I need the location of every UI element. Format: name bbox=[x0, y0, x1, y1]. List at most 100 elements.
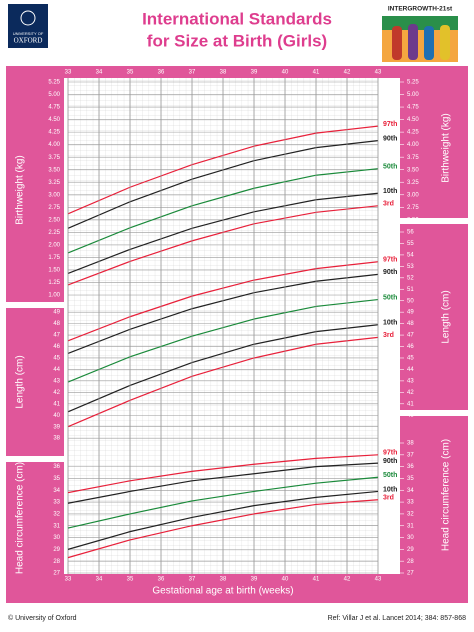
series-label: 10th bbox=[383, 320, 397, 327]
percentile-line bbox=[67, 490, 379, 550]
x-tick-label: 43 bbox=[375, 577, 382, 583]
y2-tick-label: 3.50 bbox=[407, 167, 419, 173]
y2-tick-label: 36 bbox=[407, 464, 414, 470]
series-label: 90th bbox=[383, 458, 397, 465]
y-tick-label: 3.75 bbox=[48, 155, 60, 161]
series-label: 97th bbox=[383, 450, 397, 457]
series-label: 10th bbox=[383, 486, 397, 493]
y-tick-label: 48 bbox=[53, 321, 60, 327]
separator bbox=[400, 410, 468, 416]
y-tick-label: 49 bbox=[53, 310, 60, 316]
y2-tick-label: 28 bbox=[407, 559, 414, 565]
y2-tick-label: 4.75 bbox=[407, 105, 419, 111]
y2-tick-label: 3.00 bbox=[407, 192, 419, 198]
y-tick-label: 43 bbox=[53, 378, 60, 384]
percentile-line bbox=[67, 499, 379, 559]
separator bbox=[6, 456, 64, 462]
brand-figure bbox=[408, 24, 418, 60]
y2-tick-label: 34 bbox=[407, 488, 414, 494]
x-tick-label: 35 bbox=[127, 70, 134, 76]
y-axis-title: Head circumference (cm) bbox=[15, 462, 26, 574]
x-tick-label: 37 bbox=[189, 577, 196, 583]
y-tick-label: 32 bbox=[53, 511, 60, 517]
y-tick-label: 35 bbox=[53, 476, 60, 482]
y2-tick-label: 27 bbox=[407, 571, 414, 577]
y-tick-label: 39 bbox=[53, 424, 60, 430]
x-tick-label: 34 bbox=[96, 577, 103, 583]
series-label: 50th bbox=[383, 164, 397, 171]
y-tick-label: 2.00 bbox=[48, 242, 60, 248]
y-tick-label: 4.25 bbox=[48, 130, 60, 136]
y2-tick-label: 53 bbox=[407, 264, 414, 270]
y-axis-title: Length (cm) bbox=[15, 355, 26, 408]
y2-tick-label: 2.50 bbox=[407, 217, 419, 223]
y2-axis-title: Length (cm) bbox=[441, 290, 452, 343]
series-label: 97th bbox=[383, 257, 397, 264]
y2-tick-label: 56 bbox=[407, 230, 414, 236]
separator bbox=[400, 218, 468, 224]
y-tick-label: 1.75 bbox=[48, 255, 60, 261]
y-tick-label: 30 bbox=[53, 535, 60, 541]
y2-tick-label: 4.25 bbox=[407, 130, 419, 136]
y-tick-label: 46 bbox=[53, 344, 60, 350]
y2-tick-label: 55 bbox=[407, 241, 414, 247]
y-tick-label: 45 bbox=[53, 356, 60, 362]
x-tick-label: 33 bbox=[65, 70, 72, 76]
series-label: 10th bbox=[383, 188, 397, 195]
y2-tick-label: 31 bbox=[407, 523, 414, 529]
percentile-line bbox=[67, 454, 379, 494]
x-tick-label: 35 bbox=[127, 577, 134, 583]
y2-tick-label: 4.50 bbox=[407, 117, 419, 123]
y-tick-label: 4.50 bbox=[48, 117, 60, 123]
y2-tick-label: 44 bbox=[407, 367, 414, 373]
y-axis-title: Birthweight (kg) bbox=[15, 155, 26, 224]
y2-tick-label: 51 bbox=[407, 287, 414, 293]
series-label: 3rd bbox=[383, 201, 394, 208]
brand: INTERGROWTH-21st bbox=[388, 6, 453, 13]
y-tick-label: 31 bbox=[53, 523, 60, 529]
charts: 1.00 1.25 1.50 1.75 2.00 2.25 2.50 2.75 3.00 3.25… bbox=[15, 70, 452, 597]
x-axis-title: Gestational age at birth (weeks) bbox=[152, 586, 293, 597]
y2-tick-label: 45 bbox=[407, 356, 414, 362]
y-tick-label: 5.00 bbox=[48, 92, 60, 98]
y2-tick-label: 32 bbox=[407, 511, 414, 517]
y2-tick-label: 37 bbox=[407, 452, 414, 458]
x-tick-label: 37 bbox=[189, 70, 196, 76]
reference: Ref: Villar J et al. Lancet 2014; 384: 8… bbox=[328, 615, 467, 622]
y-tick-label: 3.00 bbox=[48, 192, 60, 198]
separator bbox=[6, 302, 64, 308]
y2-tick-label: 54 bbox=[407, 252, 414, 258]
y-tick-label: 2.25 bbox=[48, 230, 60, 236]
y-tick-label: 34 bbox=[53, 488, 60, 494]
percentile-line bbox=[67, 462, 379, 504]
series-label: 50th bbox=[383, 472, 397, 479]
y-tick-label: 44 bbox=[53, 367, 60, 373]
x-tick-label: 40 bbox=[282, 70, 289, 76]
copyright: © University of Oxford bbox=[8, 614, 77, 622]
y-tick-label: 1.25 bbox=[48, 280, 60, 286]
y2-tick-label: 47 bbox=[407, 333, 414, 339]
title: International Standards bbox=[142, 9, 332, 28]
x-tick-label: 43 bbox=[375, 70, 382, 76]
y-tick-label: 1.50 bbox=[48, 268, 60, 274]
y2-tick-label: 33 bbox=[407, 500, 414, 506]
y2-tick-label: 5.25 bbox=[407, 80, 419, 86]
y-tick-label: 41 bbox=[53, 401, 60, 407]
y2-tick-label: 41 bbox=[407, 401, 414, 407]
y-tick-label: 1.00 bbox=[48, 293, 60, 299]
x-tick-label: 39 bbox=[251, 70, 258, 76]
x-tick-label: 34 bbox=[96, 70, 103, 76]
y2-tick-label: 30 bbox=[407, 535, 414, 541]
y2-tick-label: 52 bbox=[407, 275, 414, 281]
series-label: 3rd bbox=[383, 332, 394, 339]
x-tick-label: 36 bbox=[158, 70, 165, 76]
y2-tick-label: 3.25 bbox=[407, 180, 419, 186]
y2-tick-label: 5.00 bbox=[407, 92, 419, 98]
y-tick-label: 3.50 bbox=[48, 167, 60, 173]
y-tick-label: 3.25 bbox=[48, 180, 60, 186]
y2-tick-label: 43 bbox=[407, 378, 414, 384]
y-tick-label: 4.75 bbox=[48, 105, 60, 111]
brand-image-band bbox=[382, 16, 458, 30]
y-tick-label: 29 bbox=[53, 547, 60, 553]
